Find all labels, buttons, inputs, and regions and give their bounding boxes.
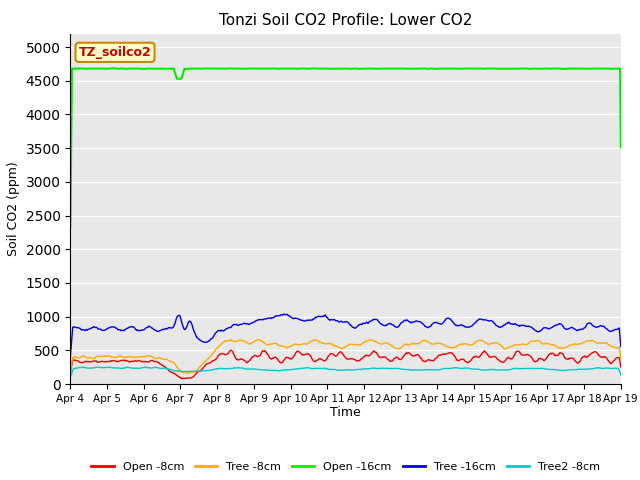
Tree2 -8cm bbox=[617, 372, 625, 377]
Open -16cm bbox=[190, 66, 198, 72]
Open -16cm bbox=[109, 65, 117, 71]
Line: Tree -8cm: Tree -8cm bbox=[70, 340, 621, 373]
X-axis label: Time: Time bbox=[330, 407, 361, 420]
Legend: Open -8cm, Tree -8cm, Open -16cm, Tree -16cm, Tree2 -8cm: Open -8cm, Tree -8cm, Open -16cm, Tree -… bbox=[87, 457, 604, 477]
Open -16cm bbox=[67, 223, 74, 229]
Open -8cm bbox=[430, 358, 438, 363]
Tree -8cm bbox=[219, 340, 227, 346]
Tree2 -8cm bbox=[67, 373, 74, 379]
Open -8cm bbox=[190, 374, 198, 380]
Tree2 -8cm bbox=[413, 367, 421, 373]
Open -16cm bbox=[413, 66, 421, 72]
Tree -8cm bbox=[184, 371, 192, 376]
Tree -8cm bbox=[255, 337, 262, 343]
Tree -16cm bbox=[77, 325, 84, 331]
Open -8cm bbox=[617, 364, 625, 370]
Tree -16cm bbox=[218, 328, 226, 334]
Line: Tree -16cm: Tree -16cm bbox=[70, 314, 621, 356]
Tree2 -8cm bbox=[219, 366, 227, 372]
Tree -16cm bbox=[617, 344, 625, 349]
Tree2 -8cm bbox=[124, 364, 131, 370]
Title: Tonzi Soil CO2 Profile: Lower CO2: Tonzi Soil CO2 Profile: Lower CO2 bbox=[219, 13, 472, 28]
Open -16cm bbox=[617, 144, 625, 150]
Open -8cm bbox=[219, 351, 227, 357]
Open -8cm bbox=[177, 376, 185, 382]
Tree2 -8cm bbox=[429, 367, 437, 373]
Line: Open -8cm: Open -8cm bbox=[70, 350, 621, 379]
Open -8cm bbox=[227, 348, 235, 353]
Tree -16cm bbox=[133, 327, 141, 333]
Open -8cm bbox=[77, 360, 84, 365]
Tree -16cm bbox=[429, 320, 437, 326]
Text: TZ_soilco2: TZ_soilco2 bbox=[79, 46, 152, 59]
Tree -16cm bbox=[413, 318, 421, 324]
Tree2 -8cm bbox=[77, 365, 84, 371]
Tree -8cm bbox=[133, 354, 141, 360]
Open -16cm bbox=[77, 65, 84, 71]
Open -16cm bbox=[429, 66, 437, 72]
Open -8cm bbox=[133, 358, 141, 364]
Tree2 -8cm bbox=[190, 368, 198, 374]
Tree -16cm bbox=[67, 353, 74, 359]
Tree -16cm bbox=[189, 325, 196, 331]
Tree -8cm bbox=[414, 341, 422, 347]
Tree -8cm bbox=[430, 341, 438, 347]
Open -8cm bbox=[414, 352, 422, 358]
Tree2 -8cm bbox=[134, 365, 141, 371]
Tree -8cm bbox=[190, 369, 198, 375]
Open -8cm bbox=[67, 370, 74, 375]
Tree -8cm bbox=[67, 369, 74, 374]
Tree -16cm bbox=[280, 311, 288, 317]
Line: Open -16cm: Open -16cm bbox=[70, 68, 621, 226]
Open -16cm bbox=[219, 66, 227, 72]
Tree -8cm bbox=[617, 356, 625, 362]
Line: Tree2 -8cm: Tree2 -8cm bbox=[70, 367, 621, 376]
Open -16cm bbox=[134, 66, 141, 72]
Tree -8cm bbox=[77, 354, 84, 360]
Y-axis label: Soil CO2 (ppm): Soil CO2 (ppm) bbox=[7, 161, 20, 256]
